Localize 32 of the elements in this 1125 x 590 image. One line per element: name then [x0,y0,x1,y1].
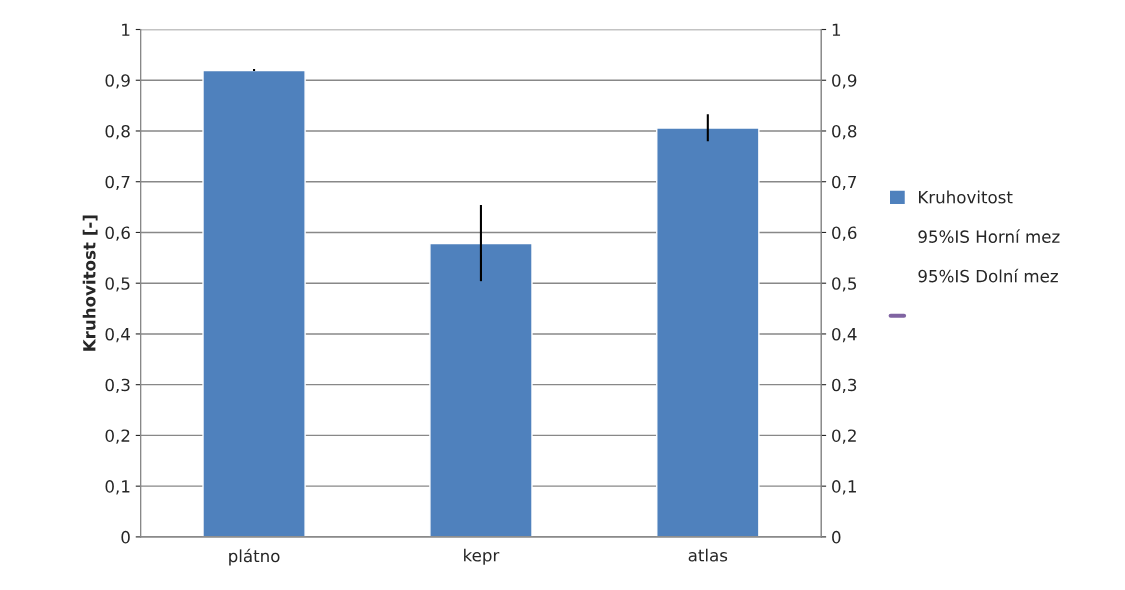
y-tick-label: 0,6 [105,226,130,241]
y-tick-label: 0 [121,530,130,544]
y2-tick-label: 0,4 [832,327,857,343]
y2-tick-label: 0 [832,530,841,544]
y2-tick-label: 0,9 [832,74,857,89]
y2-tick-label: 0,5 [832,277,857,292]
y-tick-label: 0,8 [105,124,130,140]
y2-tick-label: 0,8 [832,124,857,140]
y-tick-label: 1 [122,23,130,36]
y2-tick-label: 0,1 [832,480,856,495]
x-tick-label: kepr [464,548,500,565]
y-tick-label: 0,2 [105,429,130,444]
y2-tick-label: 0,2 [832,429,856,444]
text: 95%IS Horní mez [918,229,1060,243]
x-tick-label: plátno [229,548,280,566]
y-tick-label: 0,5 [105,277,130,292]
y-tick-label: 0,4 [105,327,130,343]
y2-tick-label: 0,6 [832,226,857,241]
text: 95%IS Dolní mez [918,268,1058,283]
x-tick-label: atlas [688,548,728,562]
y2-tick-label: 1 [832,23,841,36]
legend-label: Kruhovitost [919,190,1013,204]
y2-tick-label: 0,7 [832,175,857,190]
y-tick-label: 0,1 [105,480,130,495]
y-tick-label: 0,9 [105,74,130,89]
y-axis-title: Kruhovitost [-] [82,215,98,351]
bar [202,69,306,537]
y-tick-label: 0,3 [105,378,130,393]
y2-tick-label: 0,3 [832,378,857,393]
bar [656,127,760,537]
y-tick-label: 0,7 [105,175,130,190]
bar [429,242,533,537]
